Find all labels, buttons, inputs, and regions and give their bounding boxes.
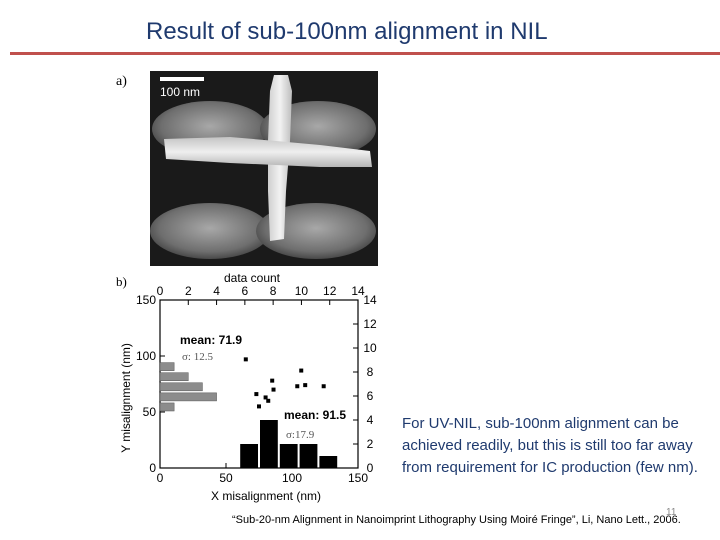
right-tick-label: 14 — [363, 293, 377, 307]
x-sigma-annotation: σ:17.9 — [286, 429, 315, 441]
y-axis-label: Y misalignment (nm) — [119, 343, 133, 453]
top-tick-label: 14 — [351, 284, 365, 298]
citation: “Sub-20-nm Alignment in Nanoimprint Lith… — [232, 514, 681, 526]
data-point — [257, 404, 261, 409]
x-histogram-bar — [240, 444, 258, 468]
data-point — [266, 398, 271, 403]
right-tick-label: 0 — [367, 461, 374, 475]
x-axis-label: X misalignment (nm) — [211, 489, 321, 503]
x-histogram-bar — [299, 444, 318, 468]
x-histogram-bar — [319, 456, 338, 468]
body-text: For UV-NIL, sub-100nm alignment can be a… — [402, 415, 698, 476]
top-tick-label: 10 — [295, 284, 309, 298]
y-histogram-bar — [159, 392, 217, 402]
data-point — [303, 383, 308, 388]
y-tick-label: 150 — [136, 293, 156, 307]
y-histogram-bar — [159, 372, 189, 382]
title-underline — [10, 52, 720, 55]
y-tick-label: 50 — [143, 405, 157, 419]
data-point — [295, 384, 300, 389]
data-point — [321, 384, 326, 389]
x-tick-label: 0 — [157, 471, 164, 485]
sem-blob-bottom-left — [150, 203, 270, 259]
right-tick-label: 6 — [367, 389, 374, 403]
top-tick-label: 12 — [323, 284, 337, 298]
x-histogram-bar — [279, 444, 298, 468]
right-tick-label: 2 — [367, 437, 374, 451]
top-axis-label: data count — [224, 271, 281, 285]
right-tick-label: 4 — [367, 413, 374, 427]
sem-blob-bottom-right — [256, 203, 376, 259]
top-tick-label: 8 — [270, 284, 277, 298]
right-tick-label: 12 — [363, 317, 377, 331]
right-tick-label: 8 — [367, 365, 374, 379]
y-sigma-annotation: σ: 12.5 — [182, 351, 213, 363]
y-tick-label: 100 — [136, 349, 156, 363]
data-point — [271, 387, 276, 392]
panel-a-label: a) — [116, 74, 127, 89]
data-point — [263, 395, 268, 400]
y-histogram-bar — [159, 402, 175, 412]
x-tick-label: 50 — [219, 471, 233, 485]
x-histogram-bar — [260, 420, 278, 468]
y-histogram-bar — [159, 362, 175, 371]
scale-bar — [160, 77, 204, 81]
data-point — [254, 392, 259, 397]
x-mean-annotation: mean: 91.5 — [284, 408, 346, 422]
page-number: 11 — [666, 507, 677, 518]
slide-title: Result of sub-100nm alignment in NIL — [146, 18, 548, 45]
top-tick-label: 6 — [242, 284, 249, 298]
scale-bar-label: 100 nm — [160, 85, 200, 99]
data-point — [299, 368, 304, 373]
sem-cross-horizontal — [164, 137, 372, 167]
y-tick-label: 0 — [149, 461, 156, 475]
top-tick-label: 0 — [157, 284, 164, 298]
panel-b-label: b) — [116, 274, 127, 289]
sem-image: 100 nm — [150, 71, 378, 266]
data-point — [243, 357, 248, 362]
y-histogram-bar — [159, 382, 203, 392]
x-tick-label: 100 — [282, 471, 302, 485]
top-tick-label: 4 — [213, 284, 220, 298]
y-mean-annotation: mean: 71.9 — [180, 333, 242, 347]
data-point — [270, 378, 275, 383]
top-tick-label: 2 — [185, 284, 192, 298]
right-tick-label: 10 — [363, 341, 377, 355]
x-tick-label: 150 — [348, 471, 368, 485]
